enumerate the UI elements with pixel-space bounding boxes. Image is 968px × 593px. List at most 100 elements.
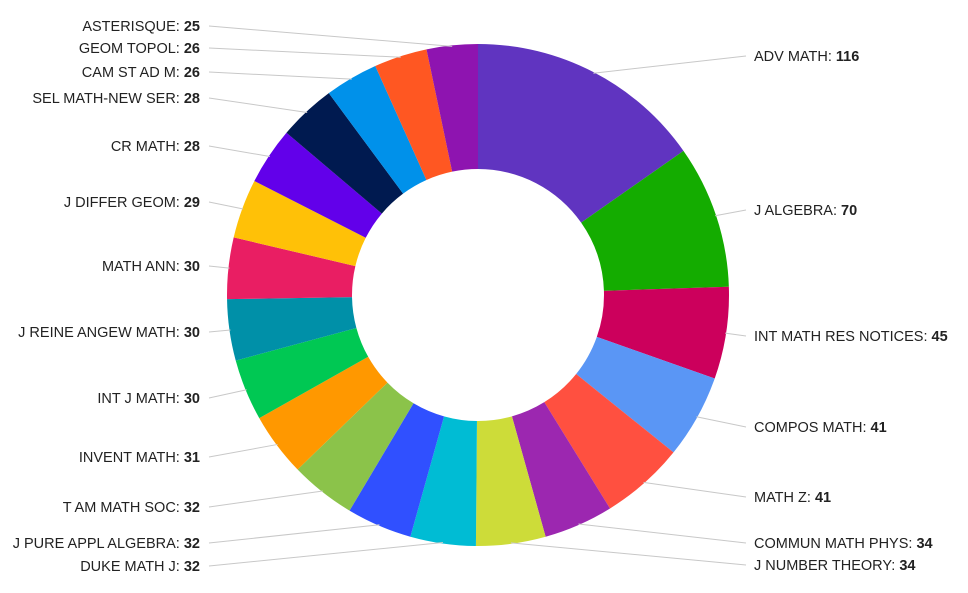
slice-label-name: DUKE MATH J: bbox=[80, 559, 184, 575]
slice-label-value: 30 bbox=[184, 259, 200, 275]
leader-line-commun-math-phys bbox=[578, 523, 747, 544]
slice-label-cam-st-ad-m: CAM ST AD M: 26 bbox=[82, 65, 200, 81]
slice-label-name: J DIFFER GEOM: bbox=[64, 195, 184, 211]
slice-label-sel-math-new-ser: SEL MATH-NEW SER: 28 bbox=[32, 91, 200, 107]
slice-label-int-math-res-notices: INT MATH RES NOTICES: 45 bbox=[754, 329, 948, 345]
leader-line-t-am-math-soc bbox=[208, 490, 323, 508]
slice-label-value: 26 bbox=[184, 41, 200, 57]
slice-label-name: T AM MATH SOC: bbox=[63, 500, 184, 516]
slice-cr-math bbox=[254, 132, 382, 238]
leader-line-cr-math bbox=[208, 145, 270, 158]
labels-group: ADV MATH: 116 J ALGEBRA: 70 INT MATH RES N… bbox=[13, 19, 948, 575]
slice-label-j-reine-angew-math: J REINE ANGEW MATH: 30 bbox=[18, 325, 200, 341]
slice-label-name: J PURE APPL ALGEBRA: bbox=[13, 536, 184, 552]
slice-label-name: CAM ST AD M: bbox=[82, 65, 184, 81]
leader-line-sel-math-new-ser bbox=[208, 97, 308, 113]
slice-label-value: 45 bbox=[932, 329, 948, 345]
leader-line-j-pure-appl-algebra bbox=[208, 524, 380, 544]
slice-label-name: ASTERISQUE: bbox=[82, 19, 184, 35]
slice-label-adv-math: ADV MATH: 116 bbox=[754, 49, 859, 65]
slice-commun-math-phys bbox=[511, 402, 611, 537]
slice-label-value: 34 bbox=[916, 536, 932, 552]
slice-label-name: COMPOS MATH: bbox=[754, 420, 871, 436]
slice-j-algebra bbox=[581, 150, 729, 291]
leader-line-math-ann bbox=[208, 265, 230, 269]
slice-label-int-j-math: INT J MATH: 30 bbox=[97, 391, 200, 407]
leader-line-asterisque bbox=[208, 25, 453, 47]
slice-label-value: 34 bbox=[899, 558, 915, 574]
slice-label-name: INT MATH RES NOTICES: bbox=[754, 329, 932, 345]
leader-line-int-j-math bbox=[208, 389, 247, 399]
slice-label-name: J NUMBER THEORY: bbox=[754, 558, 899, 574]
slice-adv-math bbox=[478, 44, 684, 223]
slice-label-name: MATH Z: bbox=[754, 490, 815, 506]
slice-asterisque bbox=[426, 44, 478, 172]
slice-label-value: 32 bbox=[184, 559, 200, 575]
slice-label-name: CR MATH: bbox=[111, 139, 184, 155]
slice-label-geom-topol: GEOM TOPOL: 26 bbox=[79, 41, 200, 57]
slice-label-value: 41 bbox=[871, 420, 887, 436]
slice-label-value: 31 bbox=[184, 450, 200, 466]
leader-line-adv-math bbox=[593, 55, 747, 74]
leader-line-cam-st-ad-m bbox=[208, 71, 352, 80]
slice-label-name: J ALGEBRA: bbox=[754, 203, 841, 219]
slice-label-name: ADV MATH: bbox=[754, 49, 836, 65]
slice-duke-math-j bbox=[410, 416, 477, 546]
leader-line-math-z bbox=[643, 481, 747, 498]
slice-label-j-differ-geom: J DIFFER GEOM: 29 bbox=[64, 195, 200, 211]
leader-line-compos-math bbox=[696, 416, 747, 428]
slices-group bbox=[227, 44, 730, 546]
slice-sel-math-new-ser bbox=[286, 93, 404, 214]
slice-label-value: 30 bbox=[184, 391, 200, 407]
slice-label-value: 70 bbox=[841, 203, 857, 219]
slice-label-value: 41 bbox=[815, 490, 831, 506]
slice-label-name: COMMUN MATH PHYS: bbox=[754, 536, 916, 552]
slice-label-value: 116 bbox=[836, 49, 859, 65]
leader-line-j-reine-angew-math bbox=[208, 329, 231, 333]
slice-label-duke-math-j: DUKE MATH J: 32 bbox=[80, 559, 200, 575]
slice-label-math-z: MATH Z: 41 bbox=[754, 490, 831, 506]
slice-label-value: 32 bbox=[184, 536, 200, 552]
slice-label-value: 30 bbox=[184, 325, 200, 341]
leader-line-j-algebra bbox=[715, 209, 747, 217]
slice-label-value: 26 bbox=[184, 65, 200, 81]
slice-label-name: INT J MATH: bbox=[97, 391, 183, 407]
slice-label-asterisque: ASTERISQUE: 25 bbox=[82, 19, 200, 35]
slice-label-t-am-math-soc: T AM MATH SOC: 32 bbox=[63, 500, 200, 516]
slice-int-math-res-notices bbox=[596, 286, 730, 379]
leader-line-j-differ-geom bbox=[208, 201, 244, 210]
slice-label-name: SEL MATH-NEW SER: bbox=[32, 91, 183, 107]
slice-math-z bbox=[544, 374, 674, 509]
slice-label-name: J REINE ANGEW MATH: bbox=[18, 325, 184, 341]
slice-label-value: 29 bbox=[184, 195, 200, 211]
leader-line-int-math-res-notices bbox=[725, 332, 747, 337]
slice-math-ann bbox=[227, 237, 356, 300]
slice-geom-topol bbox=[375, 49, 453, 181]
slice-int-j-math bbox=[235, 327, 369, 419]
slice-label-value: 25 bbox=[184, 19, 200, 35]
slice-label-value: 32 bbox=[184, 500, 200, 516]
leader-line-j-number-theory bbox=[510, 542, 747, 566]
slice-invent-math bbox=[259, 356, 388, 470]
slice-j-differ-geom bbox=[233, 181, 366, 267]
slice-label-j-pure-appl-algebra: J PURE APPL ALGEBRA: 32 bbox=[13, 536, 200, 552]
slice-cam-st-ad-m bbox=[328, 65, 427, 194]
leader-lines-group bbox=[208, 25, 747, 567]
leader-line-invent-math bbox=[208, 443, 278, 458]
slice-label-value: 28 bbox=[184, 91, 200, 107]
slice-label-name: MATH ANN: bbox=[102, 259, 184, 275]
leader-line-geom-topol bbox=[208, 47, 401, 58]
slice-label-j-number-theory: J NUMBER THEORY: 34 bbox=[754, 558, 915, 574]
slice-label-name: INVENT MATH: bbox=[79, 450, 184, 466]
slice-label-invent-math: INVENT MATH: 31 bbox=[79, 450, 200, 466]
slice-label-value: 28 bbox=[184, 139, 200, 155]
slice-label-math-ann: MATH ANN: 30 bbox=[102, 259, 200, 275]
slice-j-reine-angew-math bbox=[227, 297, 357, 361]
slice-label-compos-math: COMPOS MATH: 41 bbox=[754, 420, 887, 436]
slice-label-name: GEOM TOPOL: bbox=[79, 41, 184, 57]
slice-j-number-theory bbox=[475, 416, 546, 546]
slice-label-cr-math: CR MATH: 28 bbox=[111, 139, 200, 155]
slice-t-am-math-soc bbox=[297, 382, 414, 511]
slice-compos-math bbox=[576, 336, 715, 453]
